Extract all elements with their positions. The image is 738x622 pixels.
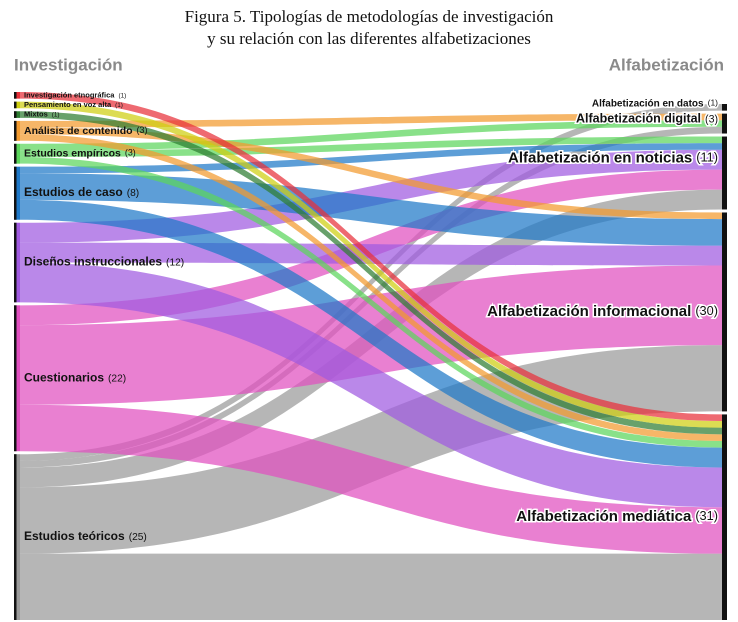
node-value: (30) xyxy=(695,303,718,318)
left-node xyxy=(14,101,20,109)
flow xyxy=(20,143,722,174)
left-node-edge xyxy=(14,92,17,99)
node-value: (3) xyxy=(137,125,148,135)
flow xyxy=(20,134,722,441)
node-name: Alfabetización informacional xyxy=(487,303,691,320)
node-name: Pensamiento en voz alta xyxy=(24,100,112,109)
node-name: Alfabetización mediática xyxy=(516,508,692,525)
right-label: Alfabetización informacional (30) xyxy=(487,303,718,320)
left-label: Estudios empíricos (3) xyxy=(24,148,136,160)
right-node xyxy=(722,212,727,412)
right-heading: Alfabetización xyxy=(609,55,724,74)
left-label: Análisis de contenido (3) xyxy=(24,125,147,137)
left-node-edge xyxy=(14,166,17,220)
node-value: (1) xyxy=(708,98,719,108)
node-value: (1) xyxy=(115,102,123,109)
node-name: Alfabetización en noticias xyxy=(508,149,692,166)
links xyxy=(20,92,722,620)
flow xyxy=(20,127,722,220)
node-value: (12) xyxy=(166,257,184,268)
left-node xyxy=(14,111,20,118)
left-label: Mixtos (1) xyxy=(24,110,60,119)
node-value: (25) xyxy=(129,532,147,543)
right-node xyxy=(722,104,727,111)
node-value: (3) xyxy=(125,148,136,158)
flow xyxy=(20,92,722,422)
node-name: Mixtos xyxy=(24,110,48,119)
left-node xyxy=(14,166,20,220)
left-label: Cuestionarios (22) xyxy=(24,370,126,384)
flow xyxy=(20,104,722,461)
chart-title: Figura 5. Tipologías de metodologías de … xyxy=(185,7,554,26)
flow xyxy=(20,157,722,448)
flow xyxy=(20,136,722,158)
left-label: Estudios de caso (8) xyxy=(24,185,139,199)
left-label: Investigación etnográfica (1) xyxy=(24,90,126,99)
node-value: (1) xyxy=(118,92,126,99)
node-value: (3) xyxy=(705,113,718,125)
node-name: Diseños instruccionales xyxy=(24,255,162,269)
right-node xyxy=(722,414,727,620)
left-node-edge xyxy=(14,143,17,164)
left-node xyxy=(14,92,20,99)
left-label: Pensamiento en voz alta (1) xyxy=(24,100,123,109)
left-label: Diseños instruccionales (12) xyxy=(24,255,184,269)
node-name: Investigación etnográfica xyxy=(24,90,115,99)
flow xyxy=(20,404,722,554)
right-label: Alfabetización digital (3) xyxy=(576,112,718,126)
node-value: (8) xyxy=(127,188,139,199)
left-node xyxy=(14,120,20,141)
right-label: Alfabetización en noticias (11) xyxy=(508,149,718,166)
flow xyxy=(20,149,722,243)
left-node xyxy=(14,305,20,452)
left-node-edge xyxy=(14,120,17,141)
node-value: (1) xyxy=(52,111,60,118)
flow xyxy=(20,101,722,428)
flow xyxy=(20,113,722,128)
left-node xyxy=(14,222,20,303)
node-name: Estudios empíricos xyxy=(24,148,121,160)
node-value: (22) xyxy=(108,373,126,384)
node-value: (31) xyxy=(695,509,718,524)
node-name: Análisis de contenido xyxy=(24,125,133,137)
left-heading: Investigación xyxy=(14,55,123,74)
left-node xyxy=(14,454,20,620)
node-value: (11) xyxy=(696,150,718,165)
chart-title: y su relación con las diferentes alfabet… xyxy=(207,29,531,48)
left-node-edge xyxy=(14,111,17,118)
right-label: Alfabetización mediática (31) xyxy=(516,508,718,525)
right-node xyxy=(722,113,727,134)
left-node xyxy=(14,143,20,164)
right-label: Alfabetización en datos (1) xyxy=(592,98,718,109)
flow xyxy=(20,553,722,620)
flow xyxy=(20,199,722,468)
node-name: Estudios de caso xyxy=(24,185,123,199)
left-node-edge xyxy=(14,454,17,620)
flow xyxy=(20,111,722,435)
node-name: Alfabetización en datos xyxy=(592,98,704,109)
right-node xyxy=(722,136,727,210)
node-name: Estudios teóricos xyxy=(24,529,125,543)
left-node-edge xyxy=(14,222,17,303)
left-node-edge xyxy=(14,101,17,109)
node-name: Alfabetización digital xyxy=(576,112,701,126)
node-name: Cuestionarios xyxy=(24,370,104,384)
flow xyxy=(20,262,722,508)
left-node-edge xyxy=(14,305,17,452)
nodes: Investigación etnográfica (1)Pensamiento … xyxy=(14,90,727,620)
left-label: Estudios teóricos (25) xyxy=(24,529,147,543)
